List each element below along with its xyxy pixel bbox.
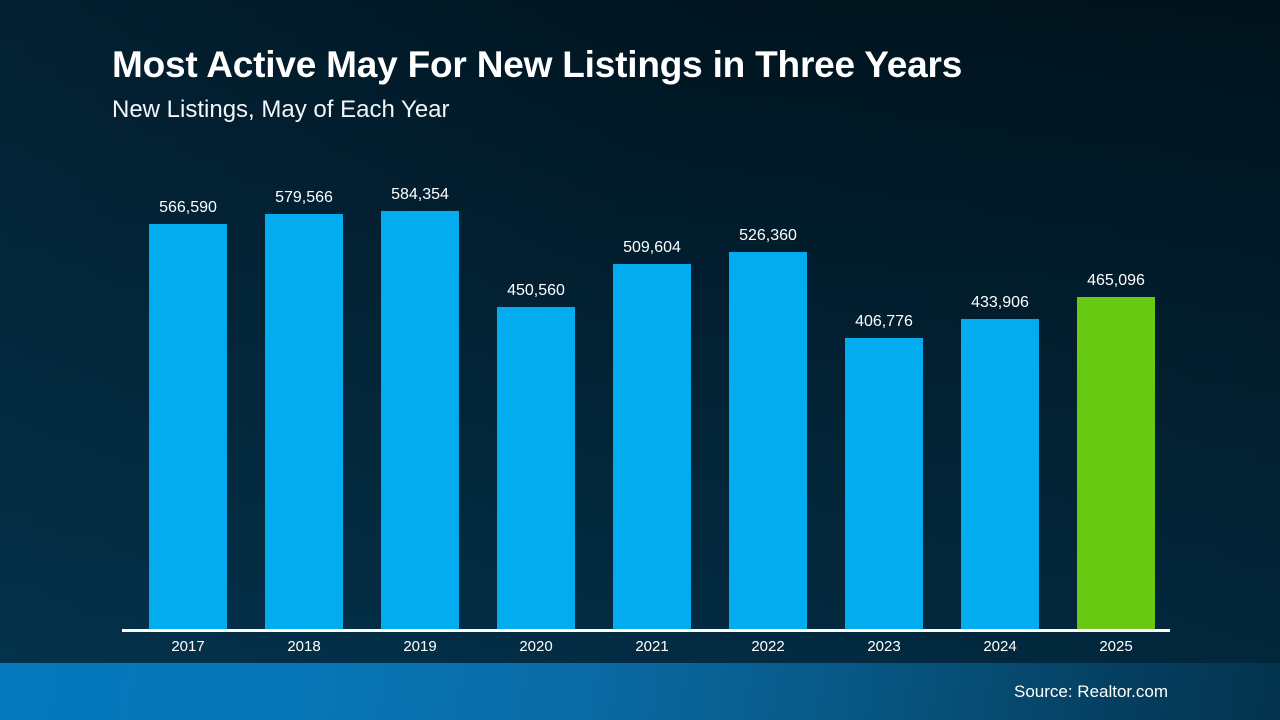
bar-series: 566,590 579,566 584,354 450,560 509,604 526,3…: [122, 170, 1170, 631]
page-title: Most Active May For New Listings in Thre…: [112, 44, 963, 85]
x-axis-tick-2018: 2018: [287, 638, 321, 655]
x-axis-tick-2025: 2025: [1099, 638, 1133, 655]
footer-band: Source: Realtor.com: [0, 663, 1280, 720]
bar-group: 509,604: [594, 170, 710, 631]
bar-group: 406,776: [826, 170, 942, 631]
x-axis-tick-labels: 2017 2018 2019 2020 2021 2022 2023 2024 2025: [122, 637, 1170, 663]
bar-group: 450,560: [478, 170, 594, 631]
x-axis-tick-2020: 2020: [519, 638, 553, 655]
x-axis-tick-2022: 2022: [751, 638, 785, 655]
bar-value-label: 406,776: [855, 313, 913, 330]
bar[interactable]: [613, 264, 691, 631]
bar[interactable]: [381, 211, 459, 631]
bar-group: 579,566: [246, 170, 362, 631]
bar-value-label: 584,354: [391, 186, 449, 203]
bar-group: 465,096: [1058, 170, 1174, 631]
bar[interactable]: [729, 252, 807, 631]
bar-group: 566,590: [130, 170, 246, 631]
x-axis-tick-2023: 2023: [867, 638, 901, 655]
bar-value-label: 509,604: [623, 239, 681, 256]
bar[interactable]: [845, 338, 923, 631]
bar-chart-plot-area: 566,590 579,566 584,354 450,560 509,604 526,3…: [122, 170, 1170, 631]
chart-header: Most Active May For New Listings in Thre…: [112, 44, 1172, 124]
source-note: Source: Realtor.com: [1013, 681, 1168, 701]
bar[interactable]: [149, 224, 227, 631]
bar[interactable]: [1077, 297, 1155, 631]
bar-value-label: 450,560: [507, 282, 565, 299]
x-axis-tick-2017: 2017: [171, 638, 205, 655]
chart-subtitle: New Listings, May of Each Year: [112, 96, 450, 124]
bar-value-label: 579,566: [275, 189, 333, 206]
x-axis-tick-2024: 2024: [983, 638, 1017, 655]
bar-group: 584,354: [362, 170, 478, 631]
x-axis-line: [122, 629, 1170, 632]
x-axis-tick-2019: 2019: [403, 638, 437, 655]
bar[interactable]: [961, 319, 1039, 631]
bar-value-label: 433,906: [971, 294, 1029, 311]
bar-group: 433,906: [942, 170, 1058, 631]
bar-group: 526,360: [710, 170, 826, 631]
bar-value-label: 465,096: [1087, 272, 1145, 289]
bar-value-label: 526,360: [739, 227, 797, 244]
bar[interactable]: [497, 307, 575, 631]
bar-value-label: 566,590: [159, 199, 217, 216]
bar[interactable]: [265, 214, 343, 631]
x-axis-tick-2021: 2021: [635, 638, 669, 655]
